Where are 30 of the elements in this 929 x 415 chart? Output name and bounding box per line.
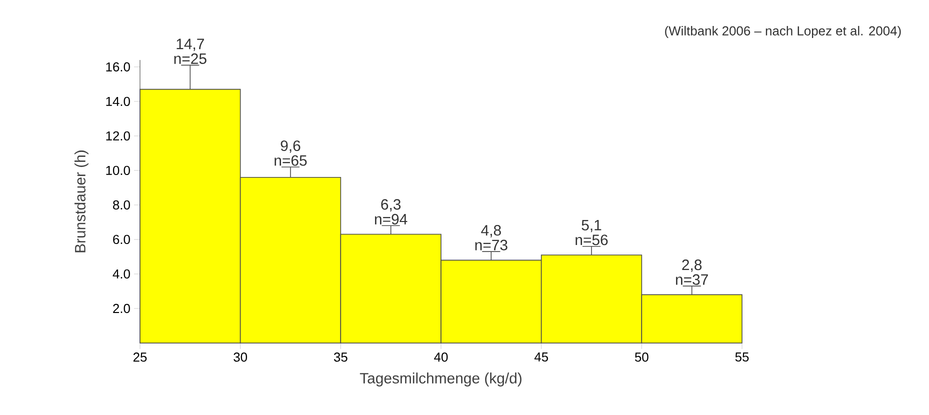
annotation: n=25 [174,53,206,64]
annotation: n=65 [274,155,307,166]
y-axis-title: Brunstdauer (h) [74,150,88,252]
y-tick-label: 16.0 [106,62,130,72]
data-label: 2,8 [682,260,702,272]
y-tick-label: 8.0 [113,200,130,210]
y-tick-label: 10.0 [106,166,130,176]
y-tick-label: 12.0 [106,131,130,141]
x-tick-label: 30 [234,352,248,362]
text: (Wiltbank 2006 – nach Lopez et al. 2004) [665,26,901,38]
annotation: n=73 [475,240,508,250]
y-tick-label: 6.0 [113,234,130,244]
data-label: 4,8 [481,225,501,238]
y-tick-label: 4.0 [112,269,130,279]
data-label: 6,3 [381,199,401,212]
annotation: n=94 [374,214,408,224]
y-tick-label: 14.0 [106,96,130,106]
x-tick-label: 40 [434,352,448,362]
annotation: n=56 [576,234,608,246]
x-tick-label: 55 [735,352,749,362]
x-tick-label: 25 [133,352,147,362]
x-tick-label: 50 [634,352,648,362]
data-label: 5,1 [582,220,602,232]
x-axis-title: Tagesmilchmenge (kg/d) [360,372,522,386]
data-label: 14,7 [176,38,204,51]
y-tick-label: 2.0 [113,304,130,314]
annotation: n=37 [676,274,708,285]
x-tick-label: 35 [334,352,348,362]
data-label: 9,6 [280,140,300,153]
x-tick-label: 45 [534,352,548,362]
